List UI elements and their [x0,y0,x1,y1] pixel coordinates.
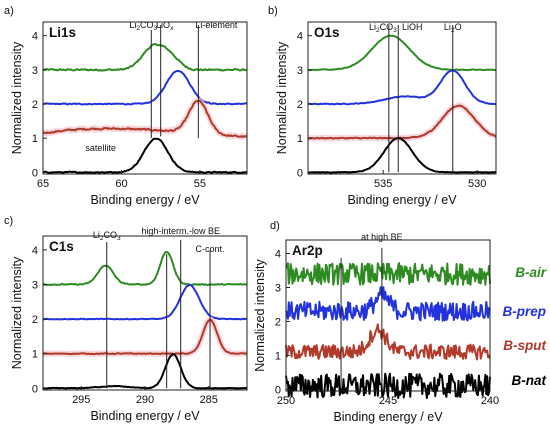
panel-title: O1s [314,25,340,40]
y-tick-label: 0 [275,384,281,396]
y-tick-label: 2 [32,99,38,111]
series-line-1 [285,286,491,322]
annotation-label: Li2CO3 [129,20,157,32]
y-tick-label: 2 [275,316,281,328]
y-axis-label: Normalized intensity [275,41,289,154]
y-tick-label: 0 [32,383,38,395]
annotation-label: LiOx [156,20,174,32]
series-line-0 [42,42,248,72]
series-line-3 [307,137,497,174]
annotation-label: Li2CO3 [369,22,397,34]
plot-frame [307,21,497,175]
series-line-0 [285,262,491,286]
legend-item-b-sput: B-sput [503,338,546,353]
x-tick-label: 55 [194,178,206,190]
series-line-3 [285,372,491,400]
series-halo [42,316,248,358]
series-line-2 [307,104,497,140]
series-line-2 [285,323,491,361]
annotation-label: satellite [85,143,116,153]
y-tick-label: 2 [32,314,38,326]
plot-frame [42,21,248,175]
annotation-label: at high BE [361,232,403,242]
annotation-label: high-interm.-low BE [141,226,220,236]
x-tick-label: 535 [374,178,392,190]
y-tick-label: 3 [32,279,38,291]
y-tick-label: 0 [297,167,303,179]
y-tick-label: 1 [297,133,303,145]
y-tick-label: 3 [275,283,281,295]
panel-label: b) [268,5,278,17]
y-tick-label: 0 [32,167,38,179]
y-tick-label: 1 [275,350,281,362]
x-axis-label: Binding energy / eV [90,409,200,423]
panel-label: a) [4,5,14,17]
y-axis-label: Normalized intensity [253,258,267,371]
annotation-label: Li2O [444,22,462,34]
x-tick-label: 65 [37,178,49,190]
y-tick-label: 4 [297,31,303,43]
panel-d: d) at high BE Ar2p 250 245 240 0 1 2 3 4 Binding en… [253,220,547,424]
y-tick-label: 4 [32,245,38,257]
series-line-3 [42,353,248,390]
series-line-1 [42,284,248,321]
panel-title: Ar2p [292,243,323,258]
y-axis-label: Normalized intensity [10,41,24,154]
x-tick-label: 530 [468,178,486,190]
annotation-label: LiOH [402,22,423,32]
y-tick-label: 4 [275,249,281,261]
x-axis-label: Binding energy / eV [333,410,443,424]
y-tick-label: 1 [32,133,38,145]
plot-frame [285,239,491,392]
series-line-2 [42,99,248,138]
legend-item-b-prep: B-prep [503,304,547,319]
series-line-1 [307,69,497,106]
annotation-label: Li2CO3 [93,230,121,242]
legend-item-b-air: B-air [515,265,547,280]
series-line-1 [42,70,248,106]
x-tick-label: 245 [379,395,397,407]
x-tick-label: 250 [277,395,295,407]
y-tick-label: 2 [297,99,303,111]
x-axis-label: Binding energy / eV [347,193,457,207]
legend-item-b-nat: B-nat [512,373,547,388]
y-tick-label: 3 [297,65,303,77]
annotation-label: Li-element [195,20,238,30]
panel-title: C1s [49,239,74,254]
x-tick-label: 240 [481,395,499,407]
panel-label: d) [270,220,280,232]
x-tick-label: 60 [115,178,127,190]
y-tick-label: 3 [32,65,38,77]
panel-b: b) Li2CO3 LiOH Li2O O1s 535 530 0 1 2 3 4 Binding en… [268,5,497,207]
y-axis-label: Normalized intensity [10,256,24,369]
x-tick-label: 290 [136,394,154,406]
panel-label: c) [4,215,13,227]
y-tick-label: 1 [32,349,38,361]
series-line-3 [42,137,248,174]
plot-frame [42,235,248,391]
panel-c: c) Li2CO3 high-interm.-low BE C-cont. C1s 295… [4,215,248,423]
annotation-label: C-cont. [196,244,225,254]
x-tick-label: 295 [72,394,90,406]
series-halo [42,97,248,141]
series-line-0 [307,34,497,72]
x-axis-label: Binding energy / eV [90,193,200,207]
x-tick-label: 285 [200,394,218,406]
panel-title: Li1s [49,25,76,40]
series-line-0 [42,250,248,286]
series-line-2 [42,318,248,356]
y-tick-label: 4 [32,31,38,43]
